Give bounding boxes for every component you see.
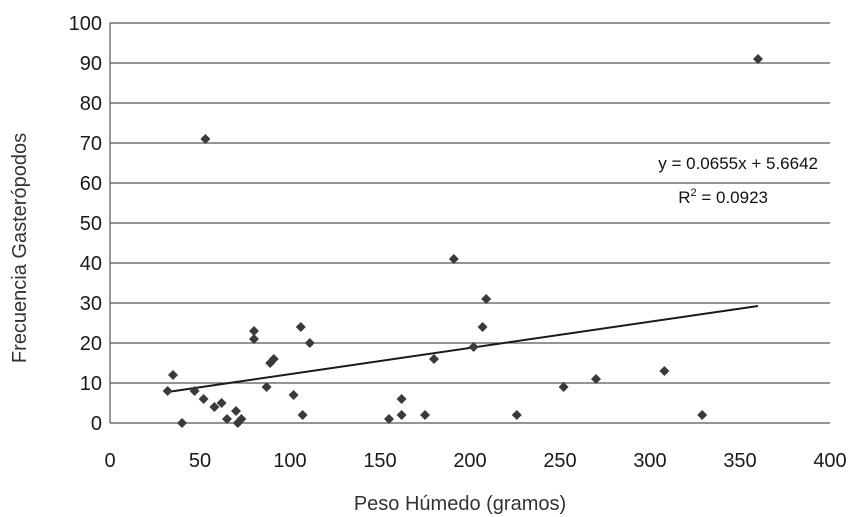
data-point [261, 382, 272, 392]
data-point [216, 398, 227, 408]
data-point [697, 410, 708, 420]
x-tick-label: 200 [453, 450, 486, 472]
data-point [222, 414, 232, 424]
x-tick-label: 250 [543, 450, 576, 472]
data-point [591, 374, 601, 384]
data-point [304, 338, 315, 348]
data-point [200, 134, 211, 144]
y-tick-label: 100 [69, 13, 102, 35]
r-squared-value: = 0.0923 [697, 188, 768, 207]
x-tick-label: 100 [273, 450, 306, 472]
data-point [384, 414, 394, 424]
x-axis-title: Peso Húmedo (gramos) [354, 493, 566, 515]
y-tick-label: 10 [80, 373, 102, 395]
data-point [249, 334, 259, 344]
data-point [249, 326, 259, 336]
x-tick-label: 50 [189, 450, 211, 472]
y-tick-label: 80 [80, 93, 102, 115]
x-tick-label: 350 [723, 450, 756, 472]
y-tick-label: 30 [80, 293, 102, 315]
data-point [297, 410, 308, 420]
data-point [209, 402, 220, 412]
y-tick-labels: 0 10 20 30 40 50 60 70 80 90 100 [69, 13, 102, 435]
gridlines [110, 22, 830, 424]
x-tick-label: 0 [104, 450, 115, 472]
x-tick-label: 400 [813, 450, 846, 472]
data-point [753, 54, 763, 64]
y-tick-label: 50 [80, 213, 102, 235]
y-tick-label: 60 [80, 173, 102, 195]
data-points [162, 54, 763, 428]
y-tick-label: 40 [80, 253, 102, 275]
data-point [268, 354, 279, 364]
data-point [448, 254, 459, 264]
data-point [420, 410, 430, 420]
data-point [236, 414, 247, 424]
data-point [288, 390, 299, 400]
data-point [558, 382, 569, 392]
data-point [468, 342, 479, 352]
data-point [659, 366, 670, 376]
trendline-equation: y = 0.0655x + 5.6642 [658, 154, 818, 173]
r-squared-label: R2 = 0.0923 [678, 187, 768, 207]
x-tick-label: 150 [363, 450, 396, 472]
y-tick-label: 70 [80, 133, 102, 155]
y-tick-label: 20 [80, 333, 102, 355]
x-tick-labels: 0 50 100 150 200 250 300 350 400 [104, 450, 846, 472]
data-point [231, 406, 241, 416]
x-tick-label: 300 [633, 450, 666, 472]
data-point [189, 386, 200, 396]
y-tick-label: 90 [80, 53, 102, 75]
data-point [396, 394, 407, 404]
trendline [167, 305, 759, 393]
data-point [177, 418, 187, 428]
data-point [198, 394, 209, 404]
data-point [396, 410, 407, 420]
data-point [168, 370, 178, 380]
data-point [295, 322, 306, 332]
y-tick-label: 0 [91, 413, 102, 435]
y-axis-title: Frecuencia Gasterópodos [9, 133, 31, 363]
data-point [429, 354, 439, 364]
data-point [511, 410, 522, 420]
r-squared-exponent: 2 [691, 187, 697, 199]
trendline-group [167, 305, 759, 393]
data-point [477, 322, 488, 332]
data-point [162, 386, 173, 396]
data-point [481, 294, 492, 304]
r-squared-symbol: R [678, 188, 690, 207]
